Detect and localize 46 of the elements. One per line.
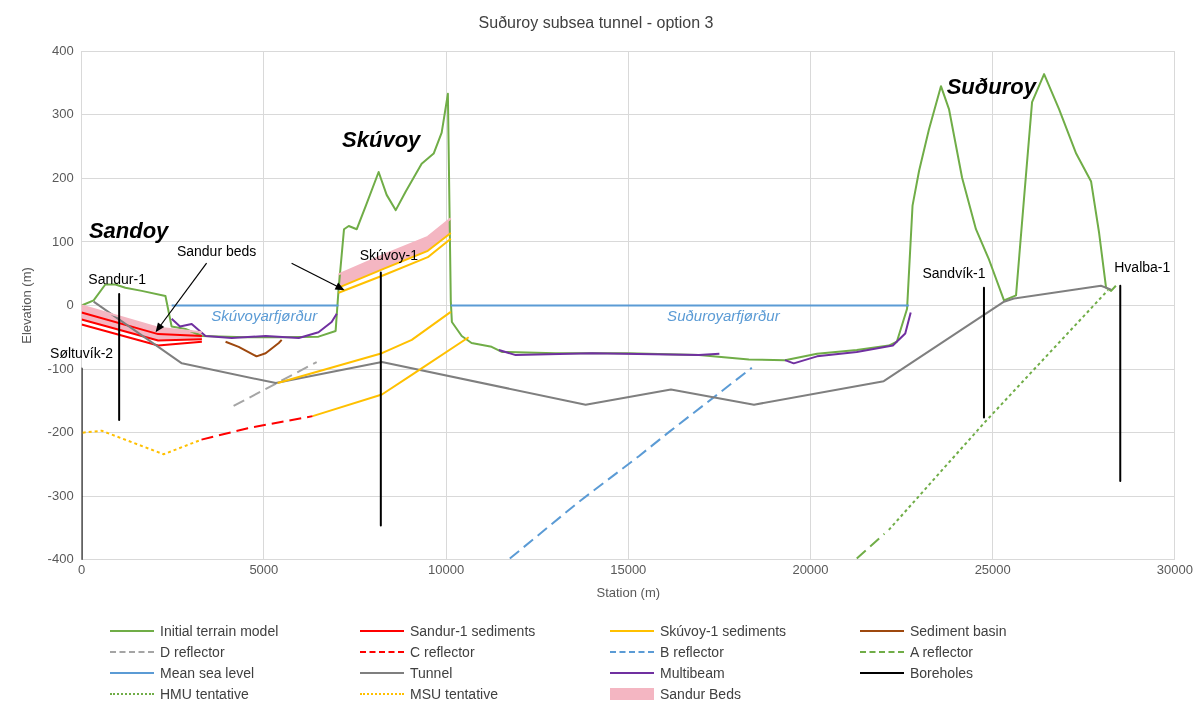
x-tick-label: 25000 — [974, 562, 1011, 578]
legend-label: MSU tentative — [410, 686, 498, 702]
annotation: Sandur-1 — [88, 270, 147, 287]
y-tick-label: 200 — [51, 169, 74, 185]
x-tick-label: 30000 — [1156, 562, 1193, 578]
annotation: Skúvoyarfjørður — [211, 307, 319, 325]
y-axis-title: Elevation (m) — [19, 267, 35, 344]
annotation: Suðuroyarfjørður — [667, 307, 781, 325]
y-tick-label: 400 — [51, 42, 74, 58]
y-tick-label: -300 — [47, 487, 74, 503]
legend-label: Multibeam — [660, 665, 725, 681]
y-tick-label: -200 — [47, 424, 74, 440]
x-tick-label: 15000 — [610, 562, 647, 578]
annotation: Sandur beds — [176, 243, 257, 260]
y-tick-label: 300 — [51, 106, 74, 122]
legend-label: Initial terrain model — [160, 623, 279, 639]
annotation: Skúvoy-1 — [359, 247, 419, 264]
annotation: Suðuroy — [946, 74, 1038, 100]
y-tick-label: -100 — [47, 360, 74, 376]
legend-label: Tunnel — [410, 665, 453, 681]
annotation: Sandoy — [88, 218, 171, 244]
annotation: Hvalba-1 — [1114, 258, 1171, 275]
legend-label: Boreholes — [910, 665, 974, 681]
x-tick-label: 5000 — [249, 562, 279, 578]
x-tick-label: 0 — [78, 562, 86, 578]
x-axis-title: Station (m) — [596, 584, 661, 600]
legend-label: D reflector — [160, 644, 225, 660]
legend-label: Mean sea level — [160, 665, 255, 681]
y-tick-label: 0 — [66, 297, 74, 313]
annotation: Skúvoy — [342, 127, 423, 153]
legend-label: Sandur Beds — [660, 686, 741, 702]
x-tick-label: 20000 — [792, 562, 829, 578]
annotation: Sandvík-1 — [922, 264, 986, 281]
chart-title: Suðuroy subsea tunnel - option 3 — [478, 14, 714, 32]
legend-label: B reflector — [660, 644, 724, 660]
legend-label: C reflector — [410, 644, 475, 660]
legend-label: Skúvoy-1 sediments — [660, 623, 787, 639]
line-series — [508, 366, 753, 560]
legend-label: Sediment basin — [910, 623, 1007, 639]
legend-label: Sandur-1 sediments — [410, 623, 536, 639]
y-tick-label: 100 — [51, 233, 74, 249]
legend-label: A reflector — [910, 644, 974, 660]
x-tick-label: 10000 — [427, 562, 465, 578]
y-tick-label: -400 — [47, 551, 74, 567]
legend-label: HMU tentative — [160, 686, 249, 702]
annotation: Søltuvík-2 — [50, 345, 114, 362]
